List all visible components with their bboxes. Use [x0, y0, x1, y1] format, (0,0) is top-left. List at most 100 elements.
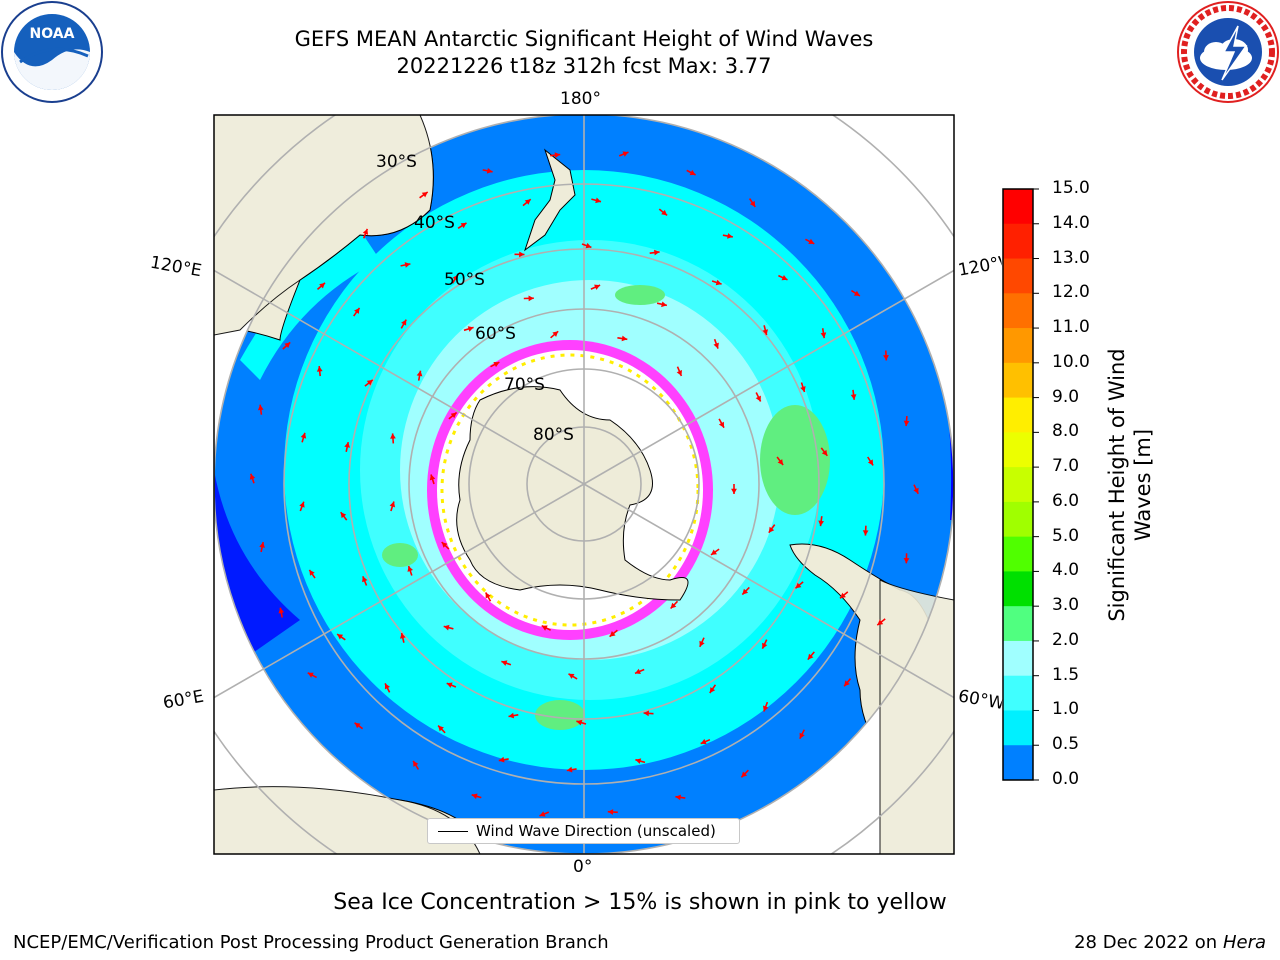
- wave-arrow-head: [554, 152, 561, 158]
- colorbar-segment: [1003, 432, 1033, 468]
- colorbar-tick-label: 6.0: [1052, 490, 1080, 511]
- wave-arrow-head: [661, 301, 667, 308]
- wave-arrow-head: [441, 542, 448, 548]
- colorbar-segment: [1003, 223, 1033, 260]
- colorbar-segment: [1003, 675, 1033, 711]
- colorbar-segment: [1003, 501, 1033, 538]
- colorbar-border: [1002, 188, 1034, 781]
- wave-arrow-head: [467, 326, 474, 332]
- wave-arrow-head: [493, 362, 500, 368]
- wave-arrow-head: [519, 251, 525, 258]
- wave-arrow-head: [867, 459, 874, 466]
- wave-arrow-head: [818, 520, 824, 527]
- wave-arrow-head: [883, 355, 889, 361]
- wave-max-patch: [760, 405, 830, 515]
- colorbar-segment: [1003, 467, 1033, 503]
- colorbar-tick-label: 0.0: [1052, 769, 1080, 789]
- nws-logo: [1177, 1, 1279, 103]
- colorbar-segment: [1003, 293, 1033, 329]
- lat-label-50s: 50°S: [444, 270, 485, 290]
- lon-label-0: 0°: [573, 857, 593, 877]
- wave-arrow-head: [485, 592, 491, 599]
- wave-arrow-head: [844, 680, 850, 687]
- wave-arrow-head: [401, 319, 407, 326]
- wave-arrow-head: [768, 526, 775, 533]
- wave-arrow-head: [840, 592, 846, 599]
- colorbar-tick-label: 10.0: [1052, 351, 1090, 372]
- colorbar-tick-label: 2.0: [1052, 629, 1080, 650]
- colorbar-tick-label: 1.0: [1052, 699, 1080, 720]
- colorbar-label: Significant Height of Wind Waves [m]: [1105, 348, 1155, 622]
- map-border: [213, 114, 955, 855]
- wave-arrow-head: [718, 421, 724, 428]
- wave-arrow-head: [808, 238, 815, 244]
- colorbar-tick-label: 13.0: [1052, 247, 1090, 268]
- colorbar-segment: [1003, 397, 1033, 433]
- wave-arrow-head: [903, 558, 910, 564]
- wave-arrow-head: [249, 473, 256, 480]
- wave-arrow-head: [609, 631, 616, 637]
- wave-direction-arrows: [249, 151, 919, 817]
- colorbar-tick-label: 9.0: [1052, 386, 1080, 407]
- wave-arrow-head: [284, 342, 291, 348]
- wave-arrow-head: [309, 569, 315, 576]
- wave-arrow-head: [820, 332, 827, 339]
- legend-line-sample: [438, 830, 468, 832]
- wave-arrow-head: [400, 633, 406, 639]
- colorbar-segment: [1003, 745, 1033, 781]
- wave-arrow-head: [539, 811, 546, 817]
- wave-arrow-head: [568, 673, 575, 679]
- colorbar: [1002, 188, 1039, 781]
- wave-arrow-head: [635, 668, 641, 674]
- wave-arrow-head: [800, 386, 806, 392]
- wave-arrow-head: [762, 329, 768, 335]
- colorbar-segment: [1003, 710, 1033, 746]
- wave-arrow-head: [307, 672, 314, 678]
- map-frame-content: [214, 115, 954, 854]
- new-zealand: [524, 148, 576, 252]
- map-legend: Wind Wave Direction (unscaled): [427, 818, 740, 844]
- wave-arrow-head: [807, 653, 814, 660]
- wave-arrow-head: [713, 342, 719, 349]
- wave-arrow-head: [508, 712, 515, 719]
- graticule: [214, 115, 954, 854]
- colorbar-tick-label: 15.0: [1052, 178, 1090, 198]
- wave-arrow-head: [486, 168, 493, 174]
- wave-arrow-head: [862, 530, 869, 536]
- lat-label-80s: 80°S: [533, 425, 574, 445]
- chart-subtitle: 20221226 t18z 312h fcst Max: 3.77: [396, 54, 772, 78]
- wave-arrow-head: [643, 710, 649, 717]
- wave-arrow-head: [452, 274, 458, 281]
- wave-arrow-head: [799, 732, 805, 739]
- wave-arrow-head: [498, 756, 505, 763]
- wave-arrow-head: [607, 809, 614, 815]
- wave-arrow-head: [877, 619, 884, 626]
- wave-arrow-head: [700, 738, 707, 745]
- wave-arrow-head: [749, 200, 756, 207]
- wave-arrow-head: [755, 395, 761, 402]
- credit-text: NCEP/EMC/Verification Post Processing Pr…: [13, 932, 609, 953]
- colorbar-tick-label: 3.0: [1052, 595, 1080, 616]
- wave-arrow-head: [460, 222, 467, 229]
- wave-arrow-head: [340, 512, 347, 519]
- colorbar-segment: [1003, 571, 1033, 607]
- wave-arrow-head: [450, 412, 457, 419]
- colorbar-tick-label: 0.5: [1052, 734, 1080, 755]
- wave-arrow-head: [354, 307, 360, 314]
- wave-arrow-head: [384, 683, 390, 690]
- wave-arrow-head: [635, 758, 642, 764]
- wave-arrow-head: [777, 459, 784, 465]
- wave-arrow-head: [661, 209, 668, 216]
- date-text: 28 Dec 2022 on Hera: [1074, 932, 1266, 953]
- lat-label-40s: 40°S: [414, 213, 455, 233]
- wave-arrow-head: [389, 501, 396, 508]
- wave-arrow-head: [257, 404, 264, 411]
- colorbar-tick-label: 14.0: [1052, 212, 1090, 233]
- wave-arrow-head: [278, 607, 285, 614]
- wave-arrow-head: [362, 228, 369, 235]
- wave-arrow-head: [727, 233, 733, 239]
- wave-arrow-head: [853, 290, 860, 296]
- chart-title: GEFS MEAN Antarctic Significant Height o…: [294, 27, 874, 51]
- wave-arrow-head: [416, 370, 423, 377]
- wave-arrow-head: [300, 432, 307, 439]
